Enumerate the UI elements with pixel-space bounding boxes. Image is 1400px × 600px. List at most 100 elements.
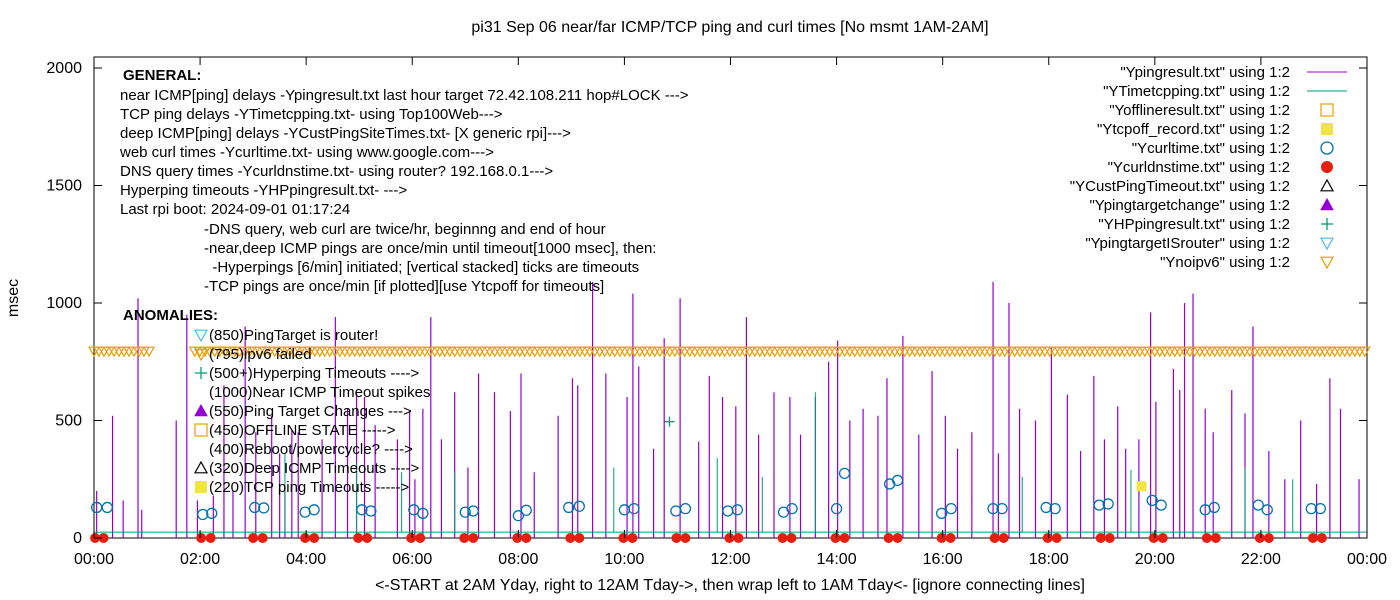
dns-time-point [257,533,268,543]
dns-time-point [1316,533,1327,543]
ipv6-fail-marker [1198,346,1211,358]
ipv6-fail-marker [988,346,1001,358]
ipv6-fail-marker [738,346,751,358]
ipv6-fail-marker [573,346,586,358]
ipv6-fail-marker [142,346,156,358]
dns-time-point [786,533,797,543]
x-tick-label: 00:00 [1347,551,1387,568]
ipv6-fail-marker [583,346,596,358]
y-tick-label: 1500 [46,178,82,195]
ipv6-fail-marker [1073,346,1086,358]
ipv6-fail-marker [978,346,991,358]
ipv6-fail-marker [1288,346,1301,358]
ipv6-fail-marker [117,346,131,358]
ipv6-fail-marker [438,346,451,358]
ipv6-fail-marker [112,346,126,358]
ipv6-fail-marker [1083,346,1096,358]
ipv6-fail-marker [683,346,696,358]
dns-time-point [1210,533,1221,543]
general-line: TCP ping delays -YTimetcpping.txt- using… [120,106,503,123]
dns-time-point [627,533,638,543]
note-line: -Hyperpings [6/min] initiated; [vertical… [204,259,639,276]
dns-time-point [468,533,479,543]
ipv6-fail-marker [1053,346,1066,358]
legend-label: "Ycurltime.txt" using 1:2 [1132,140,1290,157]
ipv6-fail-marker [1008,346,1021,358]
legend-label: "Yofflineresult.txt" using 1:2 [1109,102,1290,119]
legend-label: "YpingtargetISrouter" using 1:2 [1085,235,1290,252]
dns-time-point [945,533,956,543]
dns-time-point [777,533,788,543]
ipv6-fail-marker [593,346,606,358]
ipv6-fail-marker [1358,346,1371,358]
legend-label: "Ytcpoff_record.txt" using 1:2 [1097,121,1290,138]
y-tick-label: 2000 [46,60,82,77]
ipv6-fail-marker [868,346,881,358]
ipv6-fail-marker [323,346,336,358]
ipv6-fail-marker [333,346,346,358]
ipv6-fail-marker [1123,346,1136,358]
dns-time-point [1095,533,1106,543]
ipv6-fail-marker [508,346,521,358]
ipv6-fail-marker [653,346,666,358]
ipv6-fail-marker [1273,346,1286,358]
ipv6-fail-marker [418,346,431,358]
ipv6-fail-marker [923,346,936,358]
dns-time-point [830,533,841,543]
ipv6-fail-marker [338,346,351,358]
general-line: near ICMP[ping] delays -Ypingresult.txt … [120,87,689,104]
curl-time-point [417,507,429,519]
ipv6-fail-marker [713,346,726,358]
ipv6-fail-marker [628,346,641,358]
ipv6-fail-marker [1308,346,1321,358]
ipv6-fail-marker [948,346,961,358]
dns-time-point [936,533,947,543]
ipv6-fail-marker [1203,346,1216,358]
ipv6-fail-marker [378,346,391,358]
dns-time-point [205,533,216,543]
ipv6-fail-marker [608,346,621,358]
ipv6-fail-marker [688,346,701,358]
ipv6-fail-marker [543,346,556,358]
note-line: -near,deep ICMP pings are once/min until… [204,240,656,257]
curl-time-point [891,474,904,487]
ipv6-fail-marker [107,346,121,358]
ipv6-fail-marker [1068,346,1081,358]
ipv6-fail-marker [588,346,601,358]
curl-time-point [308,504,320,516]
ipv6-fail-marker [643,346,656,358]
ipv6-fail-marker [1213,346,1226,358]
anomaly-marker [195,481,207,493]
ipv6-fail-marker [368,346,381,358]
ipv6-fail-marker [903,346,916,358]
ipv6-fail-marker [398,346,411,358]
ipv6-fail-marker [808,346,821,358]
ipv6-fail-marker [453,346,466,358]
ipv6-fail-marker [423,346,436,358]
dns-time-point [998,533,1009,543]
curl-time-point [628,502,640,515]
legend-key [1321,161,1333,173]
dns-time-point [1307,533,1318,543]
ipv6-fail-marker [703,346,716,358]
dns-time-point [883,533,894,543]
ipv6-fail-marker [973,346,986,358]
ipv6-fail-marker [1238,346,1251,358]
ipv6-fail-marker [1028,346,1041,358]
ipv6-fail-marker [798,346,811,358]
curl-time-point [731,504,744,516]
ipv6-fail-marker [793,346,806,358]
ipv6-fail-marker [1058,346,1071,358]
ipv6-fail-marker [753,346,766,358]
ipv6-fail-marker [1098,346,1111,358]
ipv6-fail-marker [1328,346,1341,358]
ipv6-fail-marker [818,346,831,358]
ipv6-fail-marker [1303,346,1316,358]
y-tick-label: 1000 [46,295,82,312]
x-tick-label: 20:00 [1135,551,1175,568]
anomaly-line: (550)Ping Target Changes ---> [209,403,412,420]
x-tick-label: 14:00 [817,551,857,568]
ipv6-fail-marker [1103,346,1116,358]
ipv6-fail-marker [768,346,781,358]
ipv6-fail-marker [513,346,526,358]
